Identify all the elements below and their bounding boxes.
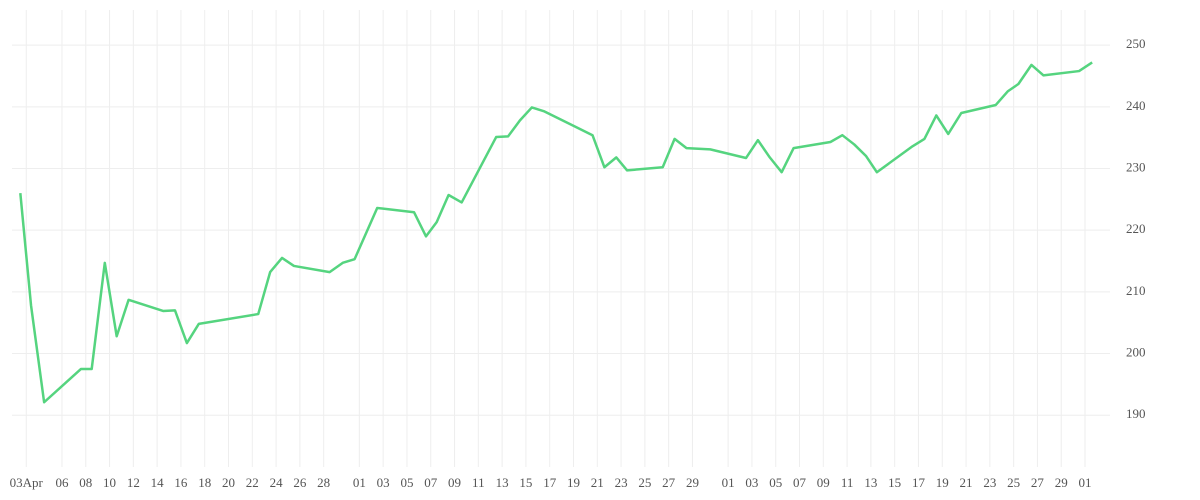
x-tick-label: 13 (864, 475, 877, 490)
x-tick-label: 01 (1079, 475, 1092, 490)
x-tick-label: 19 (936, 475, 949, 490)
x-tick-label: 24 (270, 475, 284, 490)
x-tick-label: 08 (79, 475, 92, 490)
x-tick-label: 03 (745, 475, 758, 490)
x-tick-label: 27 (662, 475, 676, 490)
x-tick-label: 09 (448, 475, 461, 490)
x-tick-label: 29 (686, 475, 699, 490)
x-tick-label: 09 (817, 475, 830, 490)
y-tick-label: 200 (1126, 345, 1146, 360)
x-tick-label: 07 (793, 475, 807, 490)
x-tick-label: 03 (377, 475, 390, 490)
y-tick-label: 230 (1126, 159, 1146, 174)
x-tick-label: 21 (960, 475, 973, 490)
x-tick-label: 22 (246, 475, 259, 490)
x-tick-label: 23 (983, 475, 996, 490)
x-tick-label: 25 (1007, 475, 1020, 490)
x-tick-label: 17 (543, 475, 557, 490)
y-tick-label: 250 (1126, 36, 1146, 51)
x-tick-label: 26 (293, 475, 307, 490)
x-tick-label: 15 (519, 475, 532, 490)
x-tick-label: 17 (912, 475, 926, 490)
x-tick-label: 18 (198, 475, 211, 490)
y-tick-label: 240 (1126, 98, 1146, 113)
x-tick-label: 27 (1031, 475, 1045, 490)
x-tick-label: 15 (888, 475, 901, 490)
x-tick-label: 28 (317, 475, 330, 490)
y-tick-label: 190 (1126, 406, 1146, 421)
x-tick-label: 20 (222, 475, 235, 490)
x-tick-label: 12 (127, 475, 140, 490)
x-tick-label: 07 (424, 475, 438, 490)
x-tick-label: 03Apr (10, 475, 44, 490)
x-tick-label: 13 (496, 475, 509, 490)
x-tick-label: 29 (1055, 475, 1068, 490)
x-tick-label: 23 (615, 475, 628, 490)
x-tick-label: 19 (567, 475, 580, 490)
x-tick-label: 10 (103, 475, 116, 490)
x-tick-label: 11 (841, 475, 854, 490)
x-tick-label: 05 (400, 475, 413, 490)
x-tick-label: 05 (769, 475, 782, 490)
line-series (19, 61, 1093, 404)
x-tick-label: 25 (638, 475, 651, 490)
x-tick-label: 21 (591, 475, 604, 490)
x-tick-label: 01 (353, 475, 366, 490)
x-tick-label: 14 (151, 475, 165, 490)
x-tick-label: 01 (722, 475, 735, 490)
x-tick-label: 16 (174, 475, 188, 490)
x-tick-label: 06 (55, 475, 69, 490)
x-tick-label: 11 (472, 475, 485, 490)
y-tick-label: 220 (1126, 221, 1146, 236)
y-tick-label: 210 (1126, 283, 1146, 298)
